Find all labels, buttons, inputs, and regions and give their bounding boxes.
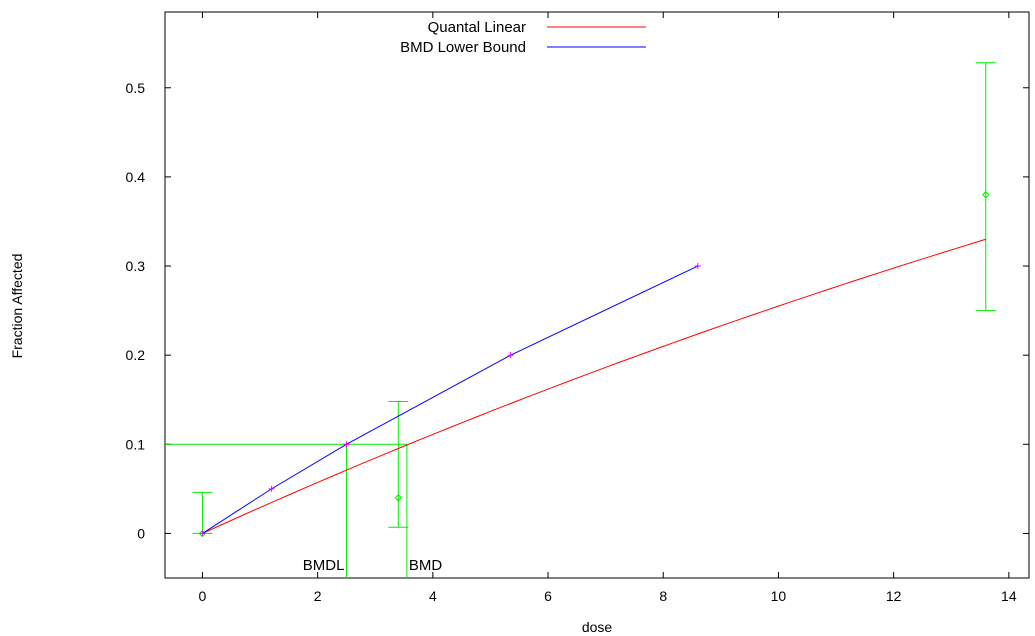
bmdl-label: BMDL [303,557,345,574]
y-tick-label: 0.1 [126,436,146,452]
y-axis-ticks: 0 0.1 0.2 0.3 0.4 0.5 [126,80,1029,541]
observed-point [982,191,990,199]
x-tick-label: 8 [659,588,667,604]
x-tick-label: 4 [429,588,437,604]
x-axis-title: dose [582,619,613,635]
y-tick-label: 0.5 [126,80,146,96]
legend-label-bmd-lower-bound: BMD Lower Bound [400,39,526,56]
observed-error-bars [192,62,996,538]
bmd-lower-bound-curve [202,265,699,534]
plot-area-frame [164,11,1030,579]
series-markers [199,263,701,537]
x-tick-label: 0 [199,588,207,604]
x-tick-label: 12 [886,588,902,604]
legend: Quantal Linear BMD Lower Bound [400,19,646,56]
bmd-reference-lines [165,443,408,578]
x-tick-label: 2 [314,588,322,604]
y-axis-title: Fraction Affected [9,254,25,359]
y-tick-label: 0 [137,525,145,541]
y-tick-label: 0.4 [126,169,146,185]
x-tick-label: 6 [544,588,552,604]
series-curves [202,238,986,534]
y-tick-label: 0.3 [126,258,146,274]
bmd-label: BMD [409,557,443,574]
x-axis-ticks: 0 2 4 6 8 10 12 14 [199,12,1017,604]
legend-label-quantal-linear: Quantal Linear [428,19,526,36]
y-tick-label: 0.2 [126,347,146,363]
x-tick-label: 14 [1001,588,1017,604]
quantal-linear-curve [202,238,986,534]
observed-point [394,494,402,502]
x-tick-label: 10 [771,588,787,604]
